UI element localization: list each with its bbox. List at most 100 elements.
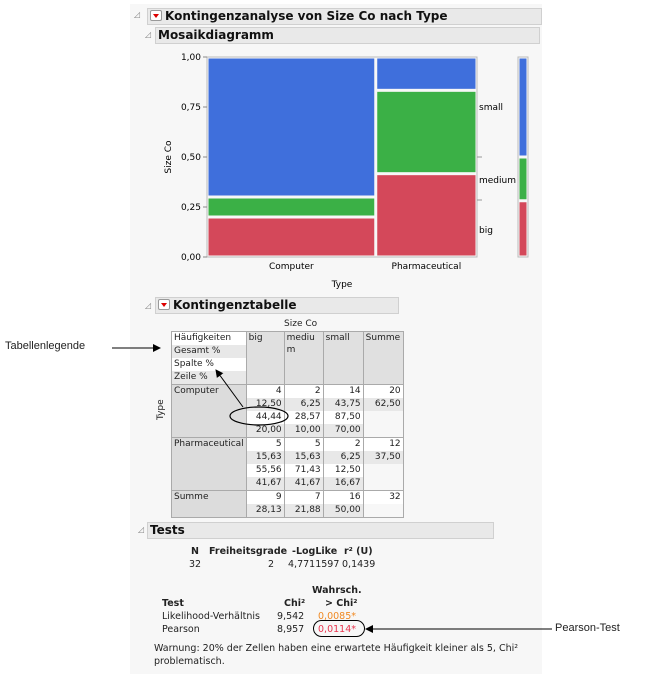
chi-value: 9,542 xyxy=(277,611,305,622)
collapse-icon[interactable]: ◿ xyxy=(145,301,152,310)
column-header: Summe xyxy=(362,331,404,385)
cell-value: 15,63 xyxy=(284,451,323,464)
legend-item: Spalte % xyxy=(172,358,246,371)
mosaic-cell-big xyxy=(208,218,375,256)
table-cell: 4 12,50 44,44 20,00 xyxy=(245,384,285,438)
marginal-bar-medium xyxy=(519,158,527,200)
pearson-highlight-ellipse xyxy=(313,620,365,637)
n-header: N xyxy=(191,546,199,557)
cell-value: 12 xyxy=(363,438,403,451)
cell-value: 43,75 xyxy=(323,398,363,411)
df-value: 2 xyxy=(268,559,275,570)
cell-value: 37,50 xyxy=(363,451,403,464)
row-variable-label: Type xyxy=(156,399,166,420)
cell-value: 6,25 xyxy=(284,398,323,411)
column-header: small xyxy=(322,331,364,385)
cell-value: 41,67 xyxy=(284,477,323,490)
mosaic-cell-big xyxy=(377,175,476,256)
row-header: Pharmaceutical xyxy=(171,437,247,491)
x-tick-label: Computer xyxy=(269,262,314,272)
row-header: Summe xyxy=(171,490,247,518)
rsquare-header: r² (U) xyxy=(344,546,373,557)
table-cell: 32 xyxy=(362,490,404,518)
test-header: Test xyxy=(162,598,184,609)
table-cell: 5 15,63 71,43 41,67 xyxy=(283,437,324,491)
level-label-big: big xyxy=(479,226,493,236)
p-value: 0,0114* xyxy=(318,624,356,635)
y-tick-label: 0,25 xyxy=(181,203,201,213)
cell-value: 4 xyxy=(246,385,284,398)
red-triangle-menu-icon[interactable] xyxy=(158,299,170,310)
table-cell: 9 28,13 xyxy=(245,490,285,518)
cell-value: 12,50 xyxy=(323,464,363,477)
test-name: Likelihood-Verhältnis xyxy=(162,611,260,622)
loglike-header: -LogLike xyxy=(292,546,338,557)
column-header: medium xyxy=(283,331,324,385)
table-cell: 12 37,50 xyxy=(362,437,404,491)
cell-value: 28,13 xyxy=(246,504,284,517)
cell-value: 15,63 xyxy=(246,451,284,464)
table-row: Summe 9 28,13 7 21,88 16 50,00 32 xyxy=(171,490,404,518)
mosaic-cell-small xyxy=(208,58,375,196)
legend-annotation: Tabellenlegende xyxy=(5,340,86,352)
table-header[interactable]: Kontingenztabelle xyxy=(155,297,399,314)
table-cell: 5 15,63 55,56 41,67 xyxy=(245,437,285,491)
df-header: Freiheitsgrade xyxy=(209,546,288,557)
marginal-bar-small xyxy=(519,58,527,156)
table-row: Pharmaceutical 5 15,63 55,56 41,67 5 15,63 71,4… xyxy=(171,437,404,491)
table-cell: 20 62,50 xyxy=(362,384,404,438)
y-tick-label: 0,75 xyxy=(181,103,201,113)
cell-value: 44,44 xyxy=(246,411,284,424)
cell-value: 9 xyxy=(246,491,284,504)
marginal-bar-big xyxy=(519,202,527,256)
column-header: big xyxy=(245,331,285,385)
tests-title: Tests xyxy=(150,523,185,537)
chi-value: 8,957 xyxy=(277,624,305,635)
legend-item: Zeile % xyxy=(172,371,246,384)
cell-value: 2 xyxy=(323,438,363,451)
cell-value: 5 xyxy=(284,438,323,451)
tests-header[interactable]: Tests xyxy=(147,522,494,539)
y-tick-label: 0,50 xyxy=(181,153,201,163)
cell-value: 6,25 xyxy=(323,451,363,464)
mosaic-header[interactable]: Mosaikdiagramm xyxy=(155,27,540,44)
cell-value: 28,57 xyxy=(284,411,323,424)
mosaic-plot[interactable]: 1,00 0,75 0,50 0,25 0,00 Size Co Type Computer P… xyxy=(150,50,540,295)
cell-value: 21,88 xyxy=(284,504,323,517)
n-value: 32 xyxy=(189,559,202,570)
cell-value: 87,50 xyxy=(323,411,363,424)
table-row: Computer 4 12,50 44,44 20,00 2 6,25 28,57 10,00 1… xyxy=(171,384,404,438)
y-tick-label: 1,00 xyxy=(181,53,201,63)
marginal-bar-frame xyxy=(517,56,529,258)
table-cell: 2 6,25 28,57 10,00 xyxy=(283,384,324,438)
table-header-row: Häufigkeiten Gesamt % Spalte % Zeile % big me… xyxy=(171,331,404,385)
mosaic-cell-medium xyxy=(377,91,476,173)
collapse-icon[interactable]: ◿ xyxy=(145,30,152,39)
warning-text: Warnung: 20% der Zellen haben eine erwar… xyxy=(154,643,519,667)
legend-item: Gesamt % xyxy=(172,345,246,358)
cell-value: 14 xyxy=(323,385,363,398)
mosaic-title: Mosaikdiagramm xyxy=(158,28,274,42)
cell-value: 70,00 xyxy=(323,424,363,437)
cell-value: 20 xyxy=(363,385,403,398)
prob-chi-header: > Chi² xyxy=(325,598,358,609)
x-tick-label: Pharmaceutical xyxy=(392,262,462,272)
chi-header: Chi² xyxy=(284,598,306,609)
cell-value: 62,50 xyxy=(363,398,403,411)
collapse-icon[interactable]: ◿ xyxy=(134,10,141,19)
legend-item: Häufigkeiten xyxy=(172,332,246,345)
level-label-medium: medium xyxy=(479,176,516,186)
table-cell: 14 43,75 87,50 70,00 xyxy=(322,384,364,438)
rsquare-value: 0,1439 xyxy=(342,559,376,570)
pearson-annotation: Pearson-Test xyxy=(555,622,620,634)
cell-value: 50,00 xyxy=(323,504,363,517)
mosaic-cell-small xyxy=(377,58,476,89)
table-title: Kontingenztabelle xyxy=(173,298,297,312)
cell-value: 12,50 xyxy=(246,398,284,411)
loglike-value: 4,7711597 xyxy=(288,559,340,570)
collapse-icon[interactable]: ◿ xyxy=(138,525,145,534)
red-triangle-menu-icon[interactable] xyxy=(150,10,162,21)
table-cell: 2 6,25 12,50 16,67 xyxy=(322,437,364,491)
cell-value: 32 xyxy=(363,491,403,504)
report-header[interactable]: Kontingenzanalyse von Size Co nach Type xyxy=(147,8,542,25)
